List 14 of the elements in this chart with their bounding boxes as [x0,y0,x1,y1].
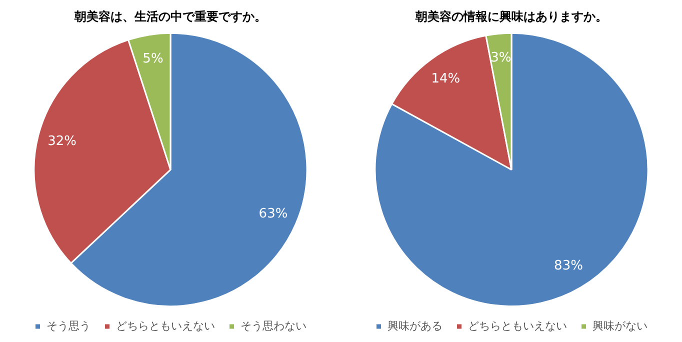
legend-label: どちらともいえない [116,319,215,332]
legend-label: そう思う [46,319,90,332]
data-label: 63% [258,206,288,222]
chart-title: 朝美容の情報に興味はありますか。 [414,9,608,24]
data-label: 5% [142,51,164,66]
data-label: 3% [490,50,512,66]
chart-title: 朝美容は、生活の中で重要ですか。 [74,9,266,24]
data-label: 14% [431,71,460,86]
legend-label: 興味がない [592,319,648,332]
data-label: 32% [48,134,76,150]
data-label: 83% [554,258,583,274]
legend-label: そう思わない [240,319,306,332]
legend-label: 興味がある [387,319,442,332]
legend-label: どちらともいえない [468,319,567,332]
